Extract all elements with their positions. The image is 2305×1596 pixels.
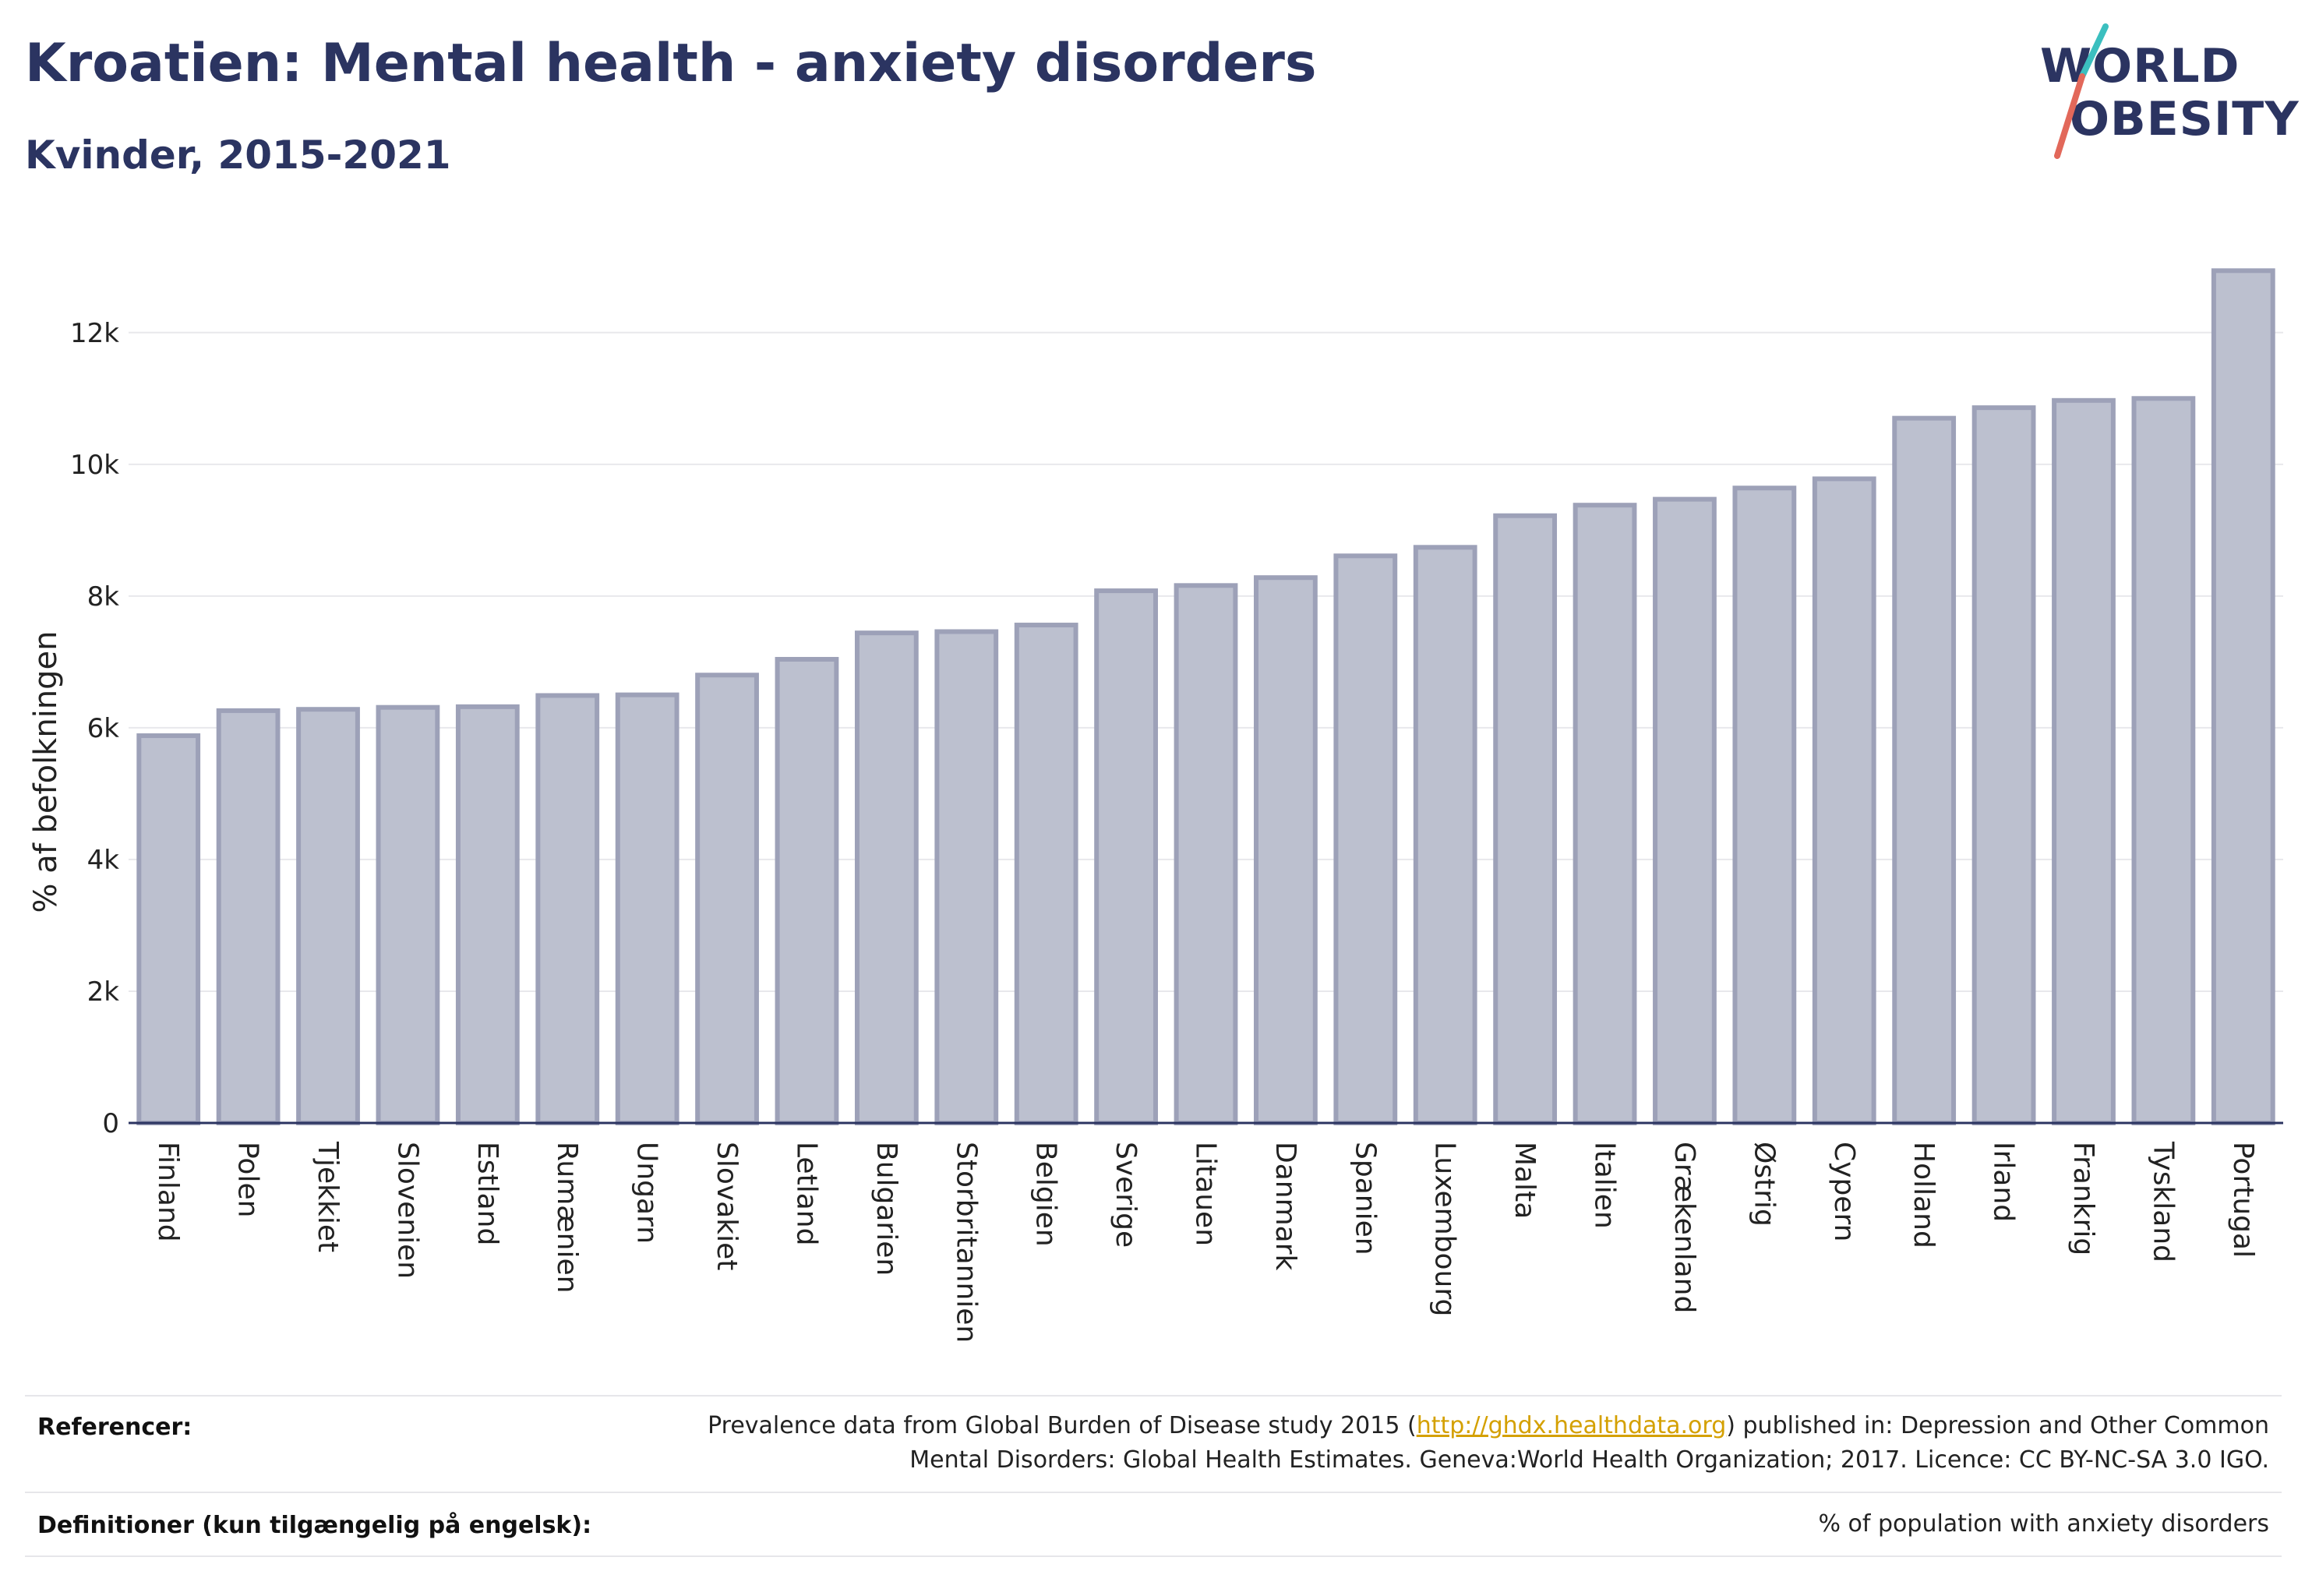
logo-word-obesity: OBESITY — [2070, 92, 2300, 147]
bar — [775, 656, 839, 1125]
x-tick-label: Estland — [471, 1142, 503, 1245]
x-tick-label: Italien — [1589, 1142, 1621, 1229]
x-tick-label: Letland — [790, 1142, 822, 1245]
x-tick-label: Bulgarien — [870, 1142, 902, 1276]
references-text-part-2: ) published in: Depression and Other Com… — [1726, 1412, 2269, 1439]
x-tick-label: Rumænien — [551, 1142, 583, 1293]
x-tick-label: Portugal — [2227, 1142, 2259, 1258]
bar — [2211, 268, 2275, 1126]
x-tick-label: Belgien — [1030, 1142, 1062, 1247]
bar-chart: 0 2k 4k 6k 8k 10k 12k % af befolkningen Finland P… — [28, 268, 2283, 1343]
x-tick-label: Danmark — [1269, 1142, 1301, 1271]
logo-slash-icon — [2054, 23, 2109, 159]
x-tick-label: Malta — [1509, 1142, 1541, 1219]
bar — [2052, 397, 2116, 1125]
y-tick-label: 6k — [87, 713, 120, 744]
y-tick-label: 12k — [70, 318, 119, 349]
footer-divider-middle — [25, 1492, 2282, 1493]
bar — [1732, 486, 1797, 1125]
bar — [695, 673, 759, 1125]
footer-divider-bottom — [25, 1555, 2282, 1557]
definitions-label: Definitioner (kun tilgængelig på engelsk… — [37, 1512, 592, 1539]
bar — [136, 733, 201, 1126]
y-tick-label: 4k — [87, 845, 120, 876]
references-text-part-1: Prevalence data from Global Burden of Di… — [708, 1412, 1417, 1439]
x-tick-label: Finland — [152, 1142, 184, 1242]
bar — [1413, 545, 1477, 1125]
x-tick-label: Luxembourg — [1429, 1142, 1461, 1316]
footer-divider-top — [25, 1395, 2282, 1396]
world-obesity-logo: WORLD OBESITY — [2034, 22, 2299, 162]
bar — [1094, 588, 1158, 1125]
definitions-row: Definitioner (kun tilgængelig på engelsk… — [25, 1507, 2282, 1554]
bar — [2131, 396, 2196, 1125]
y-tick-label: 10k — [70, 450, 119, 481]
x-tick-label: Irland — [1988, 1142, 2020, 1222]
chart-title: Kroatien: Mental health - anxiety disord… — [25, 33, 1317, 94]
x-tick-label: Tjekkiet — [312, 1141, 344, 1252]
bar — [1892, 415, 1957, 1125]
x-tick-label: Tyskland — [2147, 1141, 2179, 1262]
bar — [1493, 513, 1558, 1125]
bar — [1971, 405, 2036, 1125]
references-text: Prevalence data from Global Burden of Di… — [708, 1409, 2269, 1478]
bar — [296, 707, 360, 1125]
bar — [216, 708, 281, 1125]
bar — [934, 629, 999, 1125]
x-tick-label: Grækenland — [1668, 1142, 1700, 1313]
x-tick-label: Spanien — [1349, 1142, 1381, 1255]
x-tick-label: Frankrig — [2067, 1142, 2099, 1255]
bar — [1014, 623, 1078, 1125]
references-row: Referencer: Prevalence data from Global … — [25, 1409, 2282, 1495]
bar — [455, 704, 520, 1125]
x-tick-label: Sverige — [1110, 1142, 1142, 1248]
references-line-1: Prevalence data from Global Burden of Di… — [708, 1409, 2269, 1443]
bar — [1653, 496, 1717, 1125]
bar — [854, 630, 919, 1125]
bar — [1812, 476, 1876, 1125]
bar — [615, 692, 679, 1125]
bar — [1254, 575, 1318, 1125]
x-tick-label: Slovenien — [391, 1142, 423, 1279]
x-tick-label: Holland — [1908, 1142, 1940, 1248]
x-tick-label: Ungarn — [631, 1142, 663, 1244]
bar — [535, 693, 600, 1125]
bar — [1174, 583, 1238, 1125]
y-axis-label: % af befolkningen — [28, 630, 64, 913]
definitions-text: % of population with anxiety disorders — [1818, 1510, 2269, 1538]
y-tick-label: 0 — [102, 1108, 119, 1139]
bar — [1573, 503, 1637, 1125]
bar — [1333, 553, 1398, 1125]
x-tick-label: Slovakiet — [711, 1142, 743, 1270]
references-line-2: Mental Disorders: Global Health Estimate… — [909, 1446, 2269, 1474]
x-tick-label: Polen — [232, 1142, 264, 1217]
y-tick-label: 8k — [87, 581, 120, 613]
y-tick-label: 2k — [87, 976, 120, 1008]
x-tick-label: Cypern — [1828, 1142, 1860, 1241]
chart-subtitle: Kvinder, 2015-2021 — [25, 132, 451, 178]
x-tick-label: Østrig — [1748, 1142, 1780, 1227]
logo-word-world: WORLD — [2040, 39, 2240, 94]
references-link[interactable]: http://ghdx.healthdata.org — [1416, 1412, 1727, 1439]
references-label: Referencer: — [37, 1414, 192, 1441]
bar — [376, 704, 440, 1125]
x-tick-label: Storbritannien — [950, 1142, 982, 1343]
x-tick-label: Litauen — [1190, 1142, 1222, 1246]
